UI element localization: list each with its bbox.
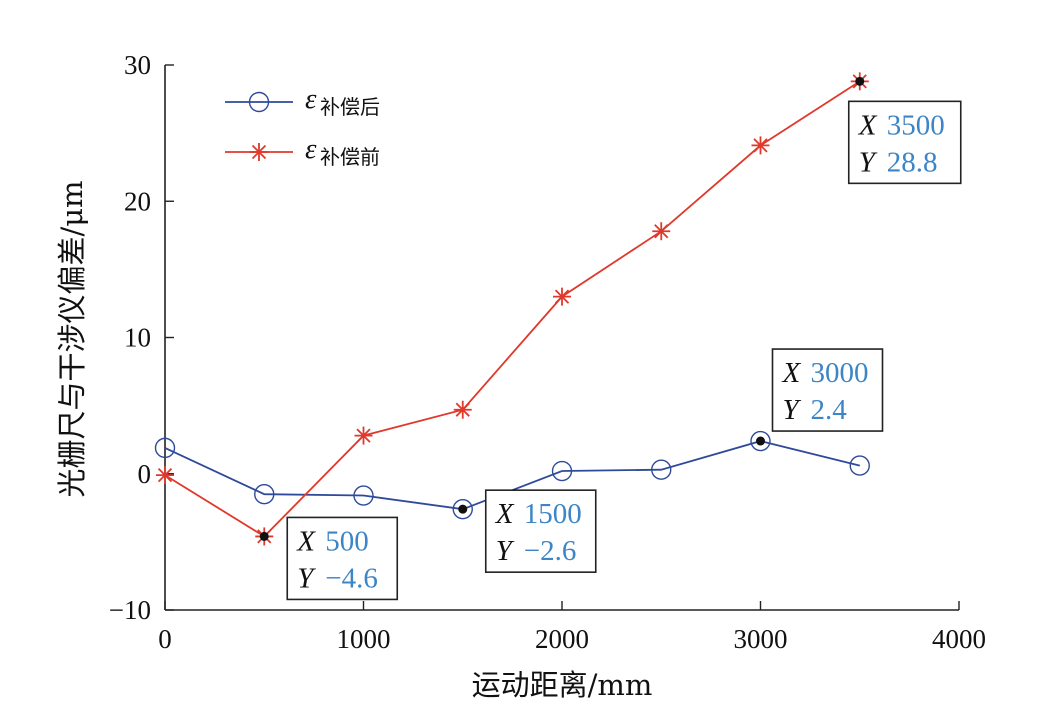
datatip-dot [756,436,765,446]
legend-item: ε 补偿后 [225,83,380,119]
data-point-asterisk [553,287,571,306]
data-point-circle [849,455,870,476]
legend-label: 补偿前 [320,145,380,169]
legend-symbol: ε [305,133,317,165]
y-ticks: −10 0 10 20 30 [109,50,174,625]
legend-symbol: ε [305,83,317,115]
datatip-dot [855,76,865,86]
datatip-y-value: −2.6 [524,535,577,567]
datatip-x-value: 500 [325,525,369,557]
data-point-asterisk [751,136,770,155]
y-tick-label: 30 [124,50,151,80]
datatip-y-value: 2.4 [811,394,848,426]
datatip-x-value: 3000 [811,357,869,389]
datatip-x-value: 3500 [887,109,945,141]
datatip-y-value: 28.8 [887,146,938,178]
x-axis-title: 运动距离/mm [472,668,653,702]
data-point-circle [154,437,176,459]
y-axis-title: 光栅尺与干涉仪偏差/μm [55,180,89,497]
datatip-dot [458,504,468,514]
y-tick-label: 10 [124,323,151,353]
x-ticks: 0 1000 2000 3000 4000 [158,601,986,654]
datatip-y-key: Y [297,562,316,594]
datatip-x-key: X [782,357,802,389]
datatip: X 3500 Y 28.8 [847,76,962,185]
asterisk-stroke [157,467,173,483]
data-point-circle [353,485,374,506]
x-tick-label: 3000 [734,624,788,654]
series-asterisk [156,72,869,546]
x-tick-label: 0 [158,624,172,654]
asterisk-stroke [455,402,470,417]
datatip-x-key: X [495,498,515,530]
data-point-asterisk [156,466,174,485]
datatip-box [286,516,399,601]
datatip-y-key: Y [859,146,878,178]
datatip-y-key: Y [496,535,515,567]
x-tick-label: 2000 [535,624,589,654]
data-point-asterisk [652,222,671,241]
series-line [164,80,861,538]
legend-label: 补偿后 [320,95,380,119]
datatip: X 500 Y −4.6 [259,516,399,601]
y-tick-label: 0 [138,459,152,489]
legend-item: ε 补偿前 [225,133,380,169]
asterisk-stroke [251,144,267,160]
data-point-circle [452,498,473,520]
datatip-layer: X 500 Y −4.6 X 1500 Y −2.6 X 3000 Y 2.4 X 3500 Y 28.8 [259,76,962,601]
data-point-circle [551,460,573,482]
datatip-x-key: X [858,109,878,141]
asterisk-stroke [654,224,669,239]
data-point-circle [254,483,275,505]
data-point-circle [750,430,771,452]
datatip-y-value: −4.6 [325,562,378,594]
datatip-box [771,348,884,432]
datatip-x-value: 1500 [524,498,582,530]
data-point-asterisk [354,426,373,445]
datatip: X 3000 Y 2.4 [756,348,884,446]
datatip-dot [259,531,269,541]
asterisk-stroke [753,138,768,153]
series-layer [154,72,870,546]
datatip: X 1500 Y −2.6 [458,489,597,573]
y-tick-label: 20 [124,186,151,216]
data-point-asterisk [250,143,268,161]
datatip-box [847,100,962,185]
datatip-x-key: X [296,525,316,557]
x-tick-label: 1000 [337,624,391,654]
asterisk-stroke [554,289,570,304]
asterisk-stroke [356,428,371,443]
datatip-box [484,489,597,573]
datatip-y-key: Y [783,394,802,426]
x-tick-label: 4000 [932,624,986,654]
y-tick-label: −10 [109,595,151,625]
data-point-asterisk [453,400,472,419]
data-point-circle [651,459,672,480]
data-point-circle [248,91,270,113]
